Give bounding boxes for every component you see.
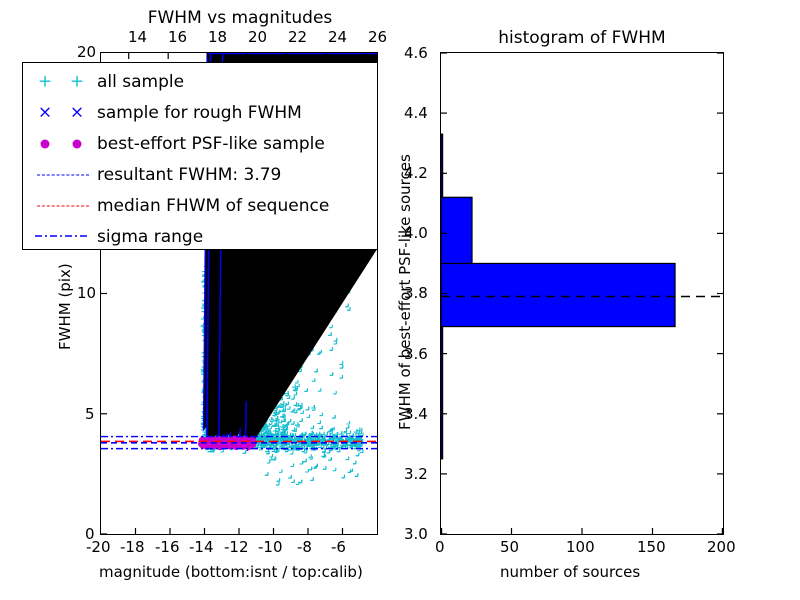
left-plot-ticks xyxy=(101,53,367,534)
legend-key-sigma-range xyxy=(29,221,97,252)
bottom-tick-label: -16 xyxy=(155,538,180,556)
left-xaxis-label: magnitude (bottom:isnt / top:calib) xyxy=(99,563,363,581)
legend-label: sigma range xyxy=(97,226,204,247)
top-tick-label: 26 xyxy=(368,28,388,46)
legend-label: all sample xyxy=(97,71,185,92)
right-xtick-label: 50 xyxy=(500,538,520,556)
top-tick-label: 18 xyxy=(208,28,228,46)
cross-icon: × xyxy=(37,102,53,122)
bottom-tick-label: -10 xyxy=(258,538,283,556)
reference-lines xyxy=(101,435,377,450)
histogram-bar xyxy=(441,325,444,460)
right-xtick-label: 200 xyxy=(707,538,736,556)
legend-key-median-fwhm xyxy=(29,190,97,221)
legend-key-rough-fwhm: × × xyxy=(29,97,97,128)
legend-key-all-sample: + + xyxy=(29,66,97,97)
right-ytick-label: 4.4 xyxy=(404,104,428,122)
bottom-tick-label: -18 xyxy=(120,538,145,556)
cross-icon: × xyxy=(69,102,85,122)
bottom-tick-label: -14 xyxy=(189,538,214,556)
bottom-tick-label: -20 xyxy=(86,538,111,556)
legend-item-resultant-fwhm[interactable]: resultant FWHM: 3.79 xyxy=(29,159,377,190)
legend-item-sigma-range[interactable]: sigma range xyxy=(29,221,377,252)
bottom-tick-label: -12 xyxy=(224,538,249,556)
legend-label: median FHWM of sequence xyxy=(97,195,330,216)
right-ytick-label: 3.8 xyxy=(404,284,428,302)
left-plot-title: FWHM vs magnitudes xyxy=(147,8,333,28)
legend[interactable]: + + all sample × × sample for rough FWHM… xyxy=(22,62,378,250)
histogram-bar xyxy=(441,262,676,328)
top-tick-label: 16 xyxy=(168,28,188,46)
left-ytick-label: 20 xyxy=(77,43,97,61)
dot-icon xyxy=(40,139,50,148)
dashed-line-icon xyxy=(37,174,89,175)
histogram-bars xyxy=(441,133,676,460)
left-ytick-label: 0 xyxy=(85,525,95,543)
right-plot-title: histogram of FWHM xyxy=(498,28,666,48)
plus-icon: + xyxy=(37,71,53,91)
left-ytick-label: 10 xyxy=(77,284,97,302)
top-tick-label: 20 xyxy=(248,28,268,46)
legend-key-resultant-fwhm xyxy=(29,159,97,190)
plus-icon: + xyxy=(69,71,85,91)
right-ytick-label: 3.4 xyxy=(404,405,428,423)
legend-item-rough-fwhm[interactable]: × × sample for rough FWHM xyxy=(29,97,377,128)
top-tick-label: 24 xyxy=(328,28,348,46)
left-yaxis-label: FWHM (pix) xyxy=(56,263,74,350)
dashdot-line-icon xyxy=(35,235,87,237)
top-tick-label: 14 xyxy=(128,28,148,46)
dot-icon xyxy=(72,139,82,148)
right-plot-ticks xyxy=(441,53,723,534)
right-ytick-label: 4.0 xyxy=(404,224,428,242)
legend-item-median-fwhm[interactable]: median FHWM of sequence xyxy=(29,190,377,221)
histogram-bar xyxy=(441,133,444,198)
right-ytick-label: 3.2 xyxy=(404,465,428,483)
legend-label: resultant FWHM: 3.79 xyxy=(97,164,282,185)
right-plot-axes xyxy=(440,52,724,535)
right-ytick-label: 4.6 xyxy=(404,44,428,62)
dashed-line-icon xyxy=(37,205,89,206)
histogram-bar xyxy=(441,196,473,265)
right-xaxis-label: number of sources xyxy=(500,563,641,581)
right-xtick-label: 150 xyxy=(637,538,666,556)
right-yaxis-label: FWHM of best-effort PSF-like sources xyxy=(396,154,414,430)
legend-label: best-effort PSF-like sample xyxy=(97,133,325,154)
left-ytick-label: 5 xyxy=(85,405,95,423)
right-xtick-label: 100 xyxy=(566,538,595,556)
right-ytick-label: 3.6 xyxy=(404,345,428,363)
legend-item-all-sample[interactable]: + + all sample xyxy=(29,66,377,97)
right-xtick-label: 0 xyxy=(435,538,445,556)
legend-key-psf-like xyxy=(29,128,97,159)
top-tick-label: 22 xyxy=(288,28,308,46)
bottom-tick-label: -8 xyxy=(297,538,312,556)
right-ytick-label: 3.0 xyxy=(404,525,428,543)
bottom-tick-label: -6 xyxy=(331,538,346,556)
legend-label: sample for rough FWHM xyxy=(97,102,302,123)
right-ytick-label: 4.2 xyxy=(404,164,428,182)
right-plot-canvas xyxy=(441,53,723,534)
legend-item-psf-like[interactable]: best-effort PSF-like sample xyxy=(29,128,377,159)
